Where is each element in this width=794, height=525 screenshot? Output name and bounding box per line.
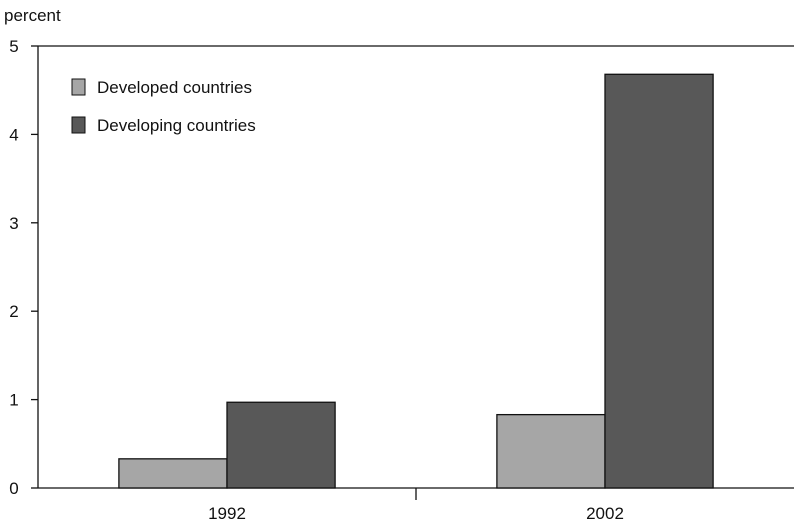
bar-developing-2002 (604, 73, 714, 489)
legend-label: Developed countries (97, 78, 252, 97)
y-tick-label: 0 (9, 479, 18, 498)
y-ticks: 0 1 2 3 4 5 (9, 37, 38, 498)
x-tick-label: 2002 (586, 504, 624, 523)
y-tick-label: 1 (9, 391, 18, 410)
y-axis-title: percent (4, 6, 61, 25)
y-tick-label: 2 (9, 302, 18, 321)
bar-developed-2002 (496, 413, 606, 489)
legend: Developed countries Developing countries (71, 78, 256, 135)
legend-swatch (71, 78, 86, 96)
bar-developed-1992 (118, 458, 228, 489)
legend-swatch (71, 116, 86, 134)
bar-developing-1992 (226, 401, 336, 489)
x-ticks: 1992 2002 (208, 488, 624, 523)
y-tick-label: 3 (9, 214, 18, 233)
y-tick-label: 5 (9, 37, 18, 56)
x-tick-label: 1992 (208, 504, 246, 523)
y-tick-label: 4 (9, 125, 18, 144)
bars (118, 73, 714, 489)
legend-label: Developing countries (97, 116, 256, 135)
